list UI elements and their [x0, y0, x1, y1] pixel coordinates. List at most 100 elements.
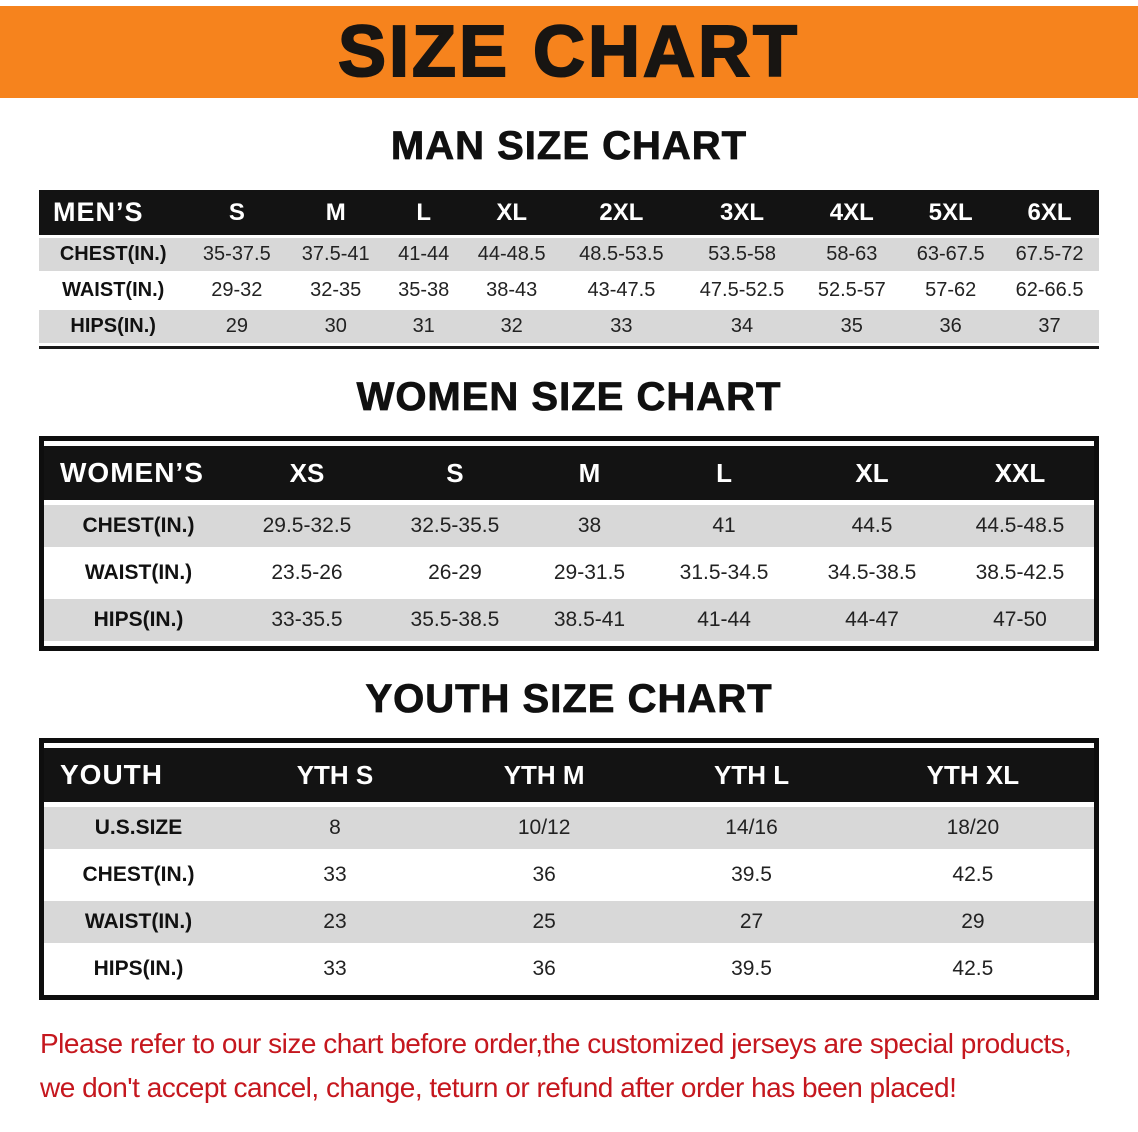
measure-value-cell: 58-63 [802, 238, 902, 271]
table-row: WAIST(IN.) 23 25 27 29 [44, 901, 1094, 943]
table-row: HIPS(IN.) 33-35.5 35.5-38.5 38.5-41 41-44 44-… [44, 599, 1094, 641]
measure-value-cell: 39.5 [651, 854, 852, 896]
measure-value-cell: 37.5-41 [286, 238, 386, 271]
measure-value-cell: 31.5-34.5 [650, 552, 799, 594]
men-size-section: MAN SIZE CHART MEN’S S M L XL 2XL 3XL 4XL 5XL 6XL… [0, 124, 1138, 349]
measure-value-cell: 18/20 [851, 807, 1094, 849]
disclaimer-line-2: we don't accept cancel, change, teturn o… [40, 1072, 957, 1104]
size-header-cell: 5XL [901, 190, 1001, 235]
table-header-row: YOUTH YTH S YTH M YTH L YTH XL [44, 748, 1094, 802]
youth-table-frame: YOUTH YTH S YTH M YTH L YTH XL U.S.SIZE 8 10/12… [39, 738, 1099, 1000]
table-title-cell: WOMEN’S [44, 446, 233, 500]
measure-value-cell: 43-47.5 [561, 274, 682, 307]
size-header-cell: M [528, 446, 651, 500]
women-size-table: WOMEN’S XS S M L XL XXL CHEST(IN.) 29.5-32.5 32.5… [44, 441, 1094, 646]
table-row: U.S.SIZE 8 10/12 14/16 18/20 [44, 807, 1094, 849]
measure-value-cell: 47.5-52.5 [681, 274, 803, 307]
measure-value-cell: 67.5-72 [1000, 238, 1099, 271]
table-header-row: WOMEN’S XS S M L XL XXL [44, 446, 1094, 500]
measure-value-cell: 32.5-35.5 [380, 505, 529, 547]
measure-label-cell: CHEST(IN.) [44, 854, 233, 896]
size-chart-banner: SIZE CHART [0, 6, 1138, 98]
measure-value-cell: 42.5 [851, 948, 1094, 990]
size-header-cell: M [286, 190, 386, 235]
measure-value-cell: 36 [436, 948, 652, 990]
measure-value-cell: 47-50 [945, 599, 1094, 641]
measure-value-cell: 10/12 [436, 807, 652, 849]
table-row: CHEST(IN.) 35-37.5 37.5-41 41-44 44-48.5 48.5… [39, 238, 1099, 271]
measure-label-cell: CHEST(IN.) [39, 238, 188, 271]
measure-value-cell: 33-35.5 [233, 599, 381, 641]
disclaimer: Please refer to our size chart before or… [40, 1026, 1138, 1107]
women-size-section: WOMEN SIZE CHART WOMEN’S XS S M L XL XXL CHEST(… [0, 375, 1138, 651]
measure-value-cell: 23.5-26 [233, 552, 381, 594]
measure-value-cell: 41-44 [385, 238, 463, 271]
measure-label-cell: U.S.SIZE [44, 807, 233, 849]
page-title: SIZE CHART [337, 11, 800, 93]
youth-size-section: YOUTH SIZE CHART YOUTH YTH S YTH M YTH L YTH… [0, 677, 1138, 1000]
measure-value-cell: 36 [436, 854, 652, 896]
measure-value-cell: 53.5-58 [681, 238, 803, 271]
measure-value-cell: 52.5-57 [802, 274, 902, 307]
measure-value-cell: 39.5 [651, 948, 852, 990]
size-header-cell: YTH XL [851, 748, 1094, 802]
measure-value-cell: 23 [233, 901, 437, 943]
size-header-cell: S [380, 446, 529, 500]
measure-value-cell: 35-37.5 [187, 238, 287, 271]
table-row: HIPS(IN.) 33 36 39.5 42.5 [44, 948, 1094, 990]
measure-value-cell: 42.5 [851, 854, 1094, 896]
measure-value-cell: 32-35 [286, 274, 386, 307]
measure-value-cell: 32 [462, 310, 562, 343]
measure-value-cell: 44-47 [798, 599, 946, 641]
table-header-row: MEN’S S M L XL 2XL 3XL 4XL 5XL 6XL [39, 190, 1099, 235]
measure-value-cell: 38-43 [462, 274, 562, 307]
size-header-cell: 6XL [1000, 190, 1099, 235]
measure-value-cell: 30 [286, 310, 386, 343]
measure-value-cell: 48.5-53.5 [561, 238, 682, 271]
measure-value-cell: 33 [233, 854, 437, 896]
size-header-cell: 4XL [802, 190, 902, 235]
size-header-cell: XL [798, 446, 946, 500]
measure-value-cell: 37 [1000, 310, 1099, 343]
table-row: WAIST(IN.) 29-32 32-35 35-38 38-43 43-47.5 47.… [39, 274, 1099, 307]
youth-section-heading: YOUTH SIZE CHART [365, 677, 773, 722]
measure-value-cell: 27 [651, 901, 852, 943]
measure-label-cell: HIPS(IN.) [44, 948, 233, 990]
measure-value-cell: 38.5-41 [528, 599, 651, 641]
measure-value-cell: 25 [436, 901, 652, 943]
measure-value-cell: 29.5-32.5 [233, 505, 381, 547]
men-size-table: MEN’S S M L XL 2XL 3XL 4XL 5XL 6XL CHEST(IN.) 35-37… [39, 187, 1099, 349]
measure-value-cell: 26-29 [380, 552, 529, 594]
size-header-cell: XXL [945, 446, 1094, 500]
measure-value-cell: 33 [233, 948, 437, 990]
measure-value-cell: 35-38 [385, 274, 463, 307]
measure-value-cell: 41 [650, 505, 799, 547]
measure-value-cell: 29-32 [187, 274, 287, 307]
measure-value-cell: 33 [561, 310, 682, 343]
youth-size-table: YOUTH YTH S YTH M YTH L YTH XL U.S.SIZE 8 10/12… [44, 743, 1094, 995]
size-header-cell: L [650, 446, 799, 500]
measure-value-cell: 35 [802, 310, 902, 343]
measure-value-cell: 35.5-38.5 [380, 599, 529, 641]
women-section-heading: WOMEN SIZE CHART [356, 375, 782, 420]
table-row: CHEST(IN.) 29.5-32.5 32.5-35.5 38 41 44.5 44.5… [44, 505, 1094, 547]
women-table-frame: WOMEN’S XS S M L XL XXL CHEST(IN.) 29.5-32.5 32.5… [39, 436, 1099, 651]
measure-label-cell: WAIST(IN.) [39, 274, 188, 307]
measure-value-cell: 62-66.5 [1000, 274, 1099, 307]
measure-label-cell: HIPS(IN.) [44, 599, 233, 641]
measure-label-cell: WAIST(IN.) [44, 552, 233, 594]
measure-value-cell: 29 [851, 901, 1094, 943]
size-header-cell: 3XL [681, 190, 803, 235]
measure-value-cell: 44.5 [798, 505, 946, 547]
measure-value-cell: 44.5-48.5 [945, 505, 1094, 547]
size-header-cell: 2XL [561, 190, 682, 235]
measure-label-cell: CHEST(IN.) [44, 505, 233, 547]
disclaimer-line-1: Please refer to our size chart before or… [40, 1028, 1072, 1059]
measure-value-cell: 14/16 [651, 807, 852, 849]
measure-value-cell: 29 [187, 310, 287, 343]
measure-value-cell: 38 [528, 505, 651, 547]
size-header-cell: XS [233, 446, 381, 500]
size-header-cell: L [385, 190, 463, 235]
measure-value-cell: 57-62 [901, 274, 1001, 307]
measure-value-cell: 44-48.5 [462, 238, 562, 271]
